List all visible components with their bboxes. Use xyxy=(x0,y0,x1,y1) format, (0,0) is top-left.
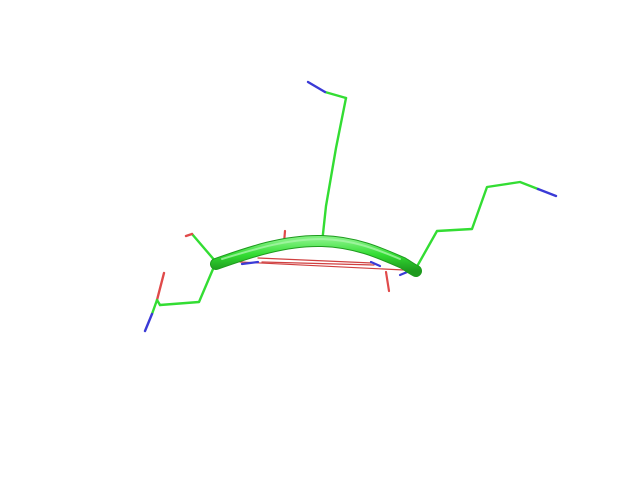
hbond-lines xyxy=(239,257,405,271)
side-chain-right xyxy=(413,180,558,272)
side-chain-left xyxy=(143,260,218,333)
side-chain-top xyxy=(306,80,348,245)
side-chain-upper-left xyxy=(184,232,218,264)
backbone-tube xyxy=(210,234,422,277)
